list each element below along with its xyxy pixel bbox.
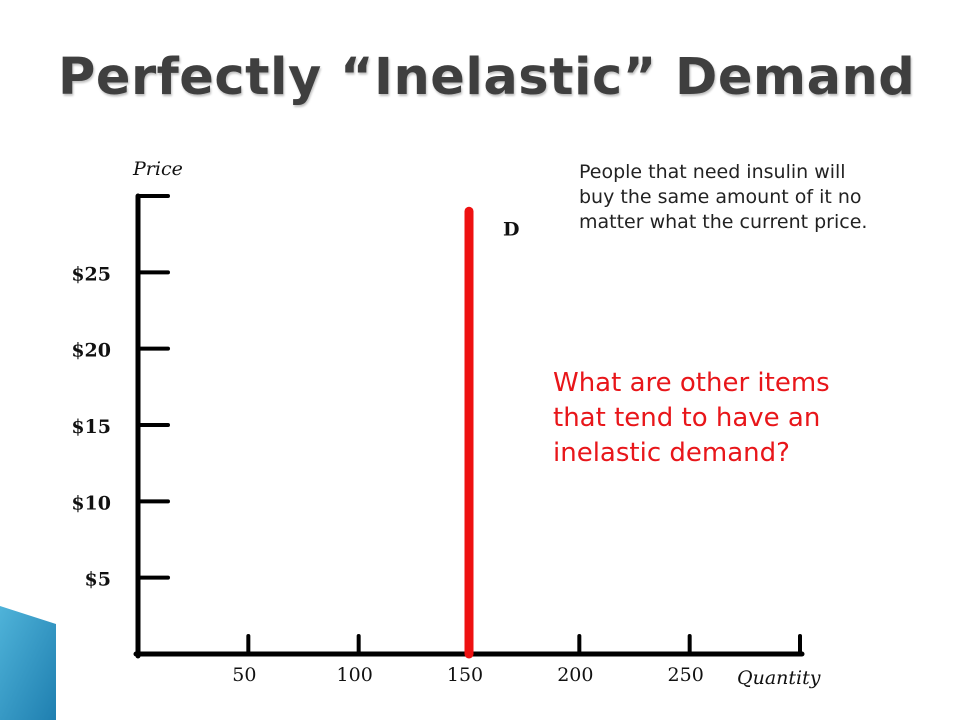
x-tick-label: 150: [447, 664, 483, 686]
y-tick-label: $10: [71, 492, 111, 514]
x-tick-label: 250: [668, 664, 704, 686]
insulin-note: People that need insulin will buy the sa…: [579, 161, 868, 233]
y-tick-label: $25: [71, 263, 111, 285]
slide-title: Perfectly “Inelastic” Demand: [58, 48, 916, 107]
y-tick-label: $20: [71, 340, 111, 362]
y-tick-label: $15: [71, 416, 111, 438]
y-tick-label: $5: [85, 569, 111, 591]
demand-curve-label: D: [503, 218, 519, 240]
x-axis-label: Quantity: [737, 667, 821, 689]
x-tick-label: 50: [232, 664, 256, 686]
discussion-question: What are other items that tend to have a…: [553, 368, 830, 468]
corner-accent-shape: [0, 606, 56, 720]
x-tick-label: 100: [337, 664, 373, 686]
x-tick-label: 200: [557, 664, 593, 686]
y-axis-label: Price: [132, 158, 183, 180]
